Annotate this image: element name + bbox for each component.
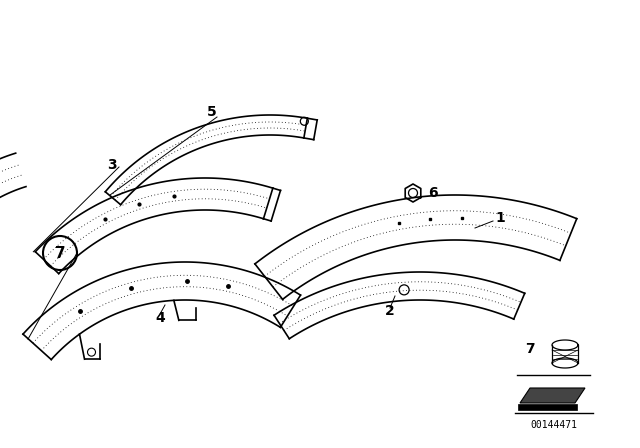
Text: 6: 6: [428, 186, 438, 200]
Text: 4: 4: [155, 311, 165, 325]
Text: 7: 7: [54, 246, 65, 260]
Polygon shape: [520, 388, 585, 403]
Polygon shape: [518, 404, 577, 410]
Text: 00144471: 00144471: [531, 420, 577, 430]
Text: 5: 5: [207, 105, 217, 119]
Text: 1: 1: [495, 211, 505, 225]
Text: 3: 3: [108, 158, 117, 172]
Text: 2: 2: [385, 304, 395, 318]
Text: 7: 7: [525, 342, 534, 356]
